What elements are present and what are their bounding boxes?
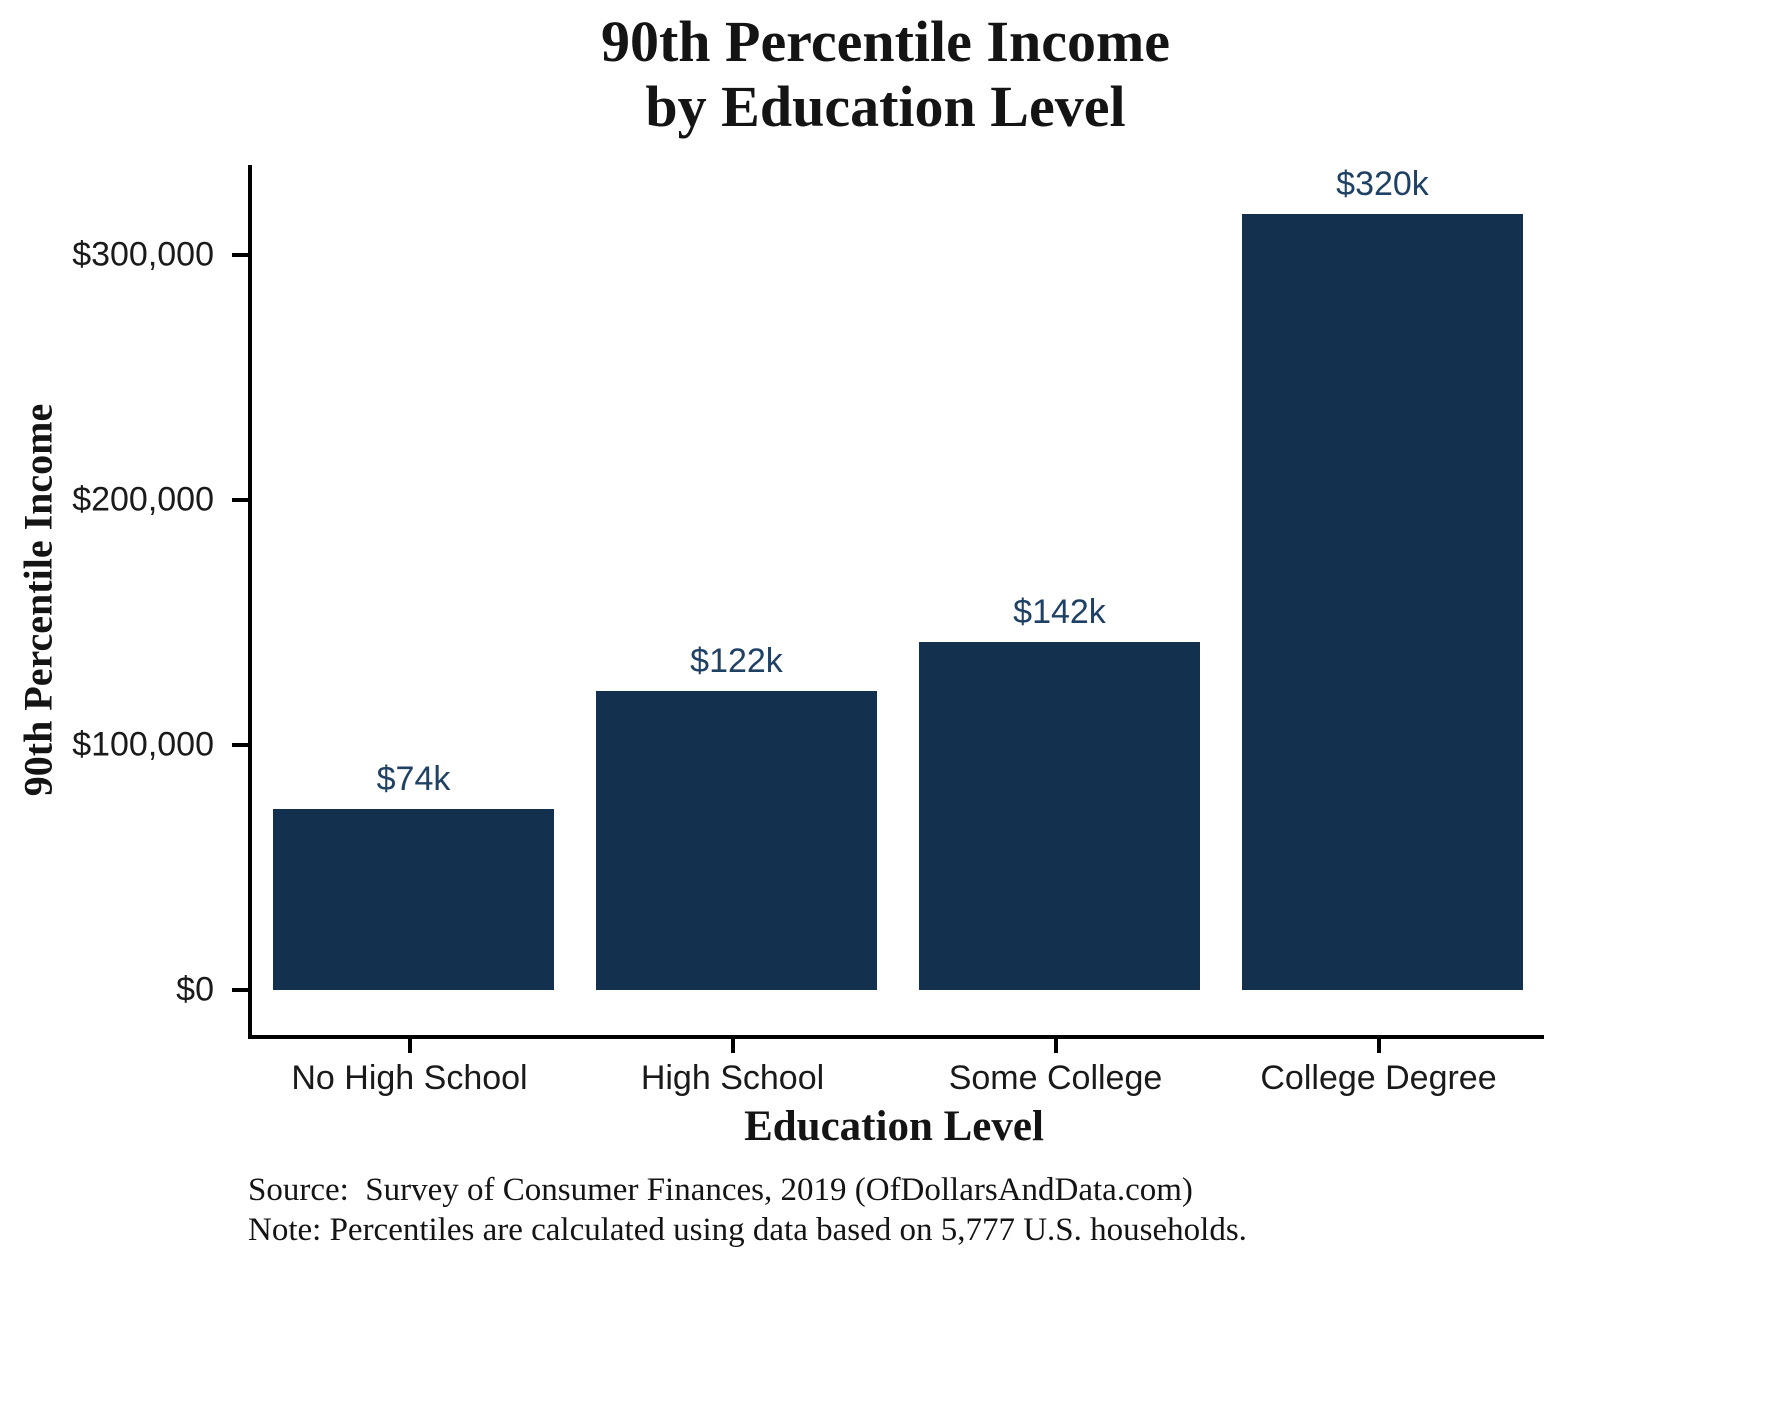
y-tick-mark — [232, 498, 248, 502]
chart-title: 90th Percentile Income by Education Leve… — [0, 9, 1771, 140]
bar — [1242, 214, 1523, 990]
y-tick-mark — [232, 253, 248, 257]
y-tick-mark — [232, 743, 248, 747]
bar-value-label: $74k — [376, 760, 451, 798]
y-tick-mark — [232, 988, 248, 992]
bar-slot: $122k — [575, 165, 898, 990]
x-tick-mark — [1376, 1039, 1381, 1053]
bar-value-label: $142k — [1013, 593, 1106, 631]
x-tick-label: Some College — [948, 1059, 1163, 1097]
y-axis-ticks: $0 $100,000 $200,000 $300,000 — [0, 165, 248, 1035]
x-tick-label: College Degree — [1260, 1059, 1497, 1097]
caption: Source: Survey of Consumer Finances, 201… — [248, 1170, 1247, 1251]
bar — [919, 642, 1200, 990]
x-tick-mark — [407, 1039, 412, 1053]
plot-panel: $74k $122k $142k $320k — [248, 165, 1544, 1039]
note-line: Note: Percentiles are calculated using d… — [248, 1212, 1247, 1249]
bar-slot: $142k — [898, 165, 1221, 990]
source-line: Source: Survey of Consumer Finances, 201… — [248, 1172, 1193, 1208]
x-tick-label: High School — [640, 1059, 825, 1097]
bar-slot: $320k — [1221, 165, 1544, 990]
y-tick-label: $200,000 — [72, 480, 214, 519]
bar — [596, 691, 877, 990]
x-tick-label: No High School — [291, 1059, 528, 1097]
bar-value-label: $320k — [1336, 165, 1429, 203]
bar — [273, 809, 554, 990]
x-tick-mark — [730, 1039, 735, 1053]
bar-value-label: $122k — [690, 642, 783, 680]
x-axis-title: Education Level — [744, 1103, 1044, 1150]
y-tick-label: $100,000 — [72, 725, 214, 764]
bar-slot: $74k — [252, 165, 575, 990]
y-tick-label: $300,000 — [72, 235, 214, 274]
x-tick-mark — [1053, 1039, 1058, 1053]
chart-title-line1: 90th Percentile Income — [600, 9, 1171, 74]
y-tick-label: $0 — [176, 970, 214, 1009]
chart-title-line2: by Education Level — [645, 73, 1126, 139]
x-axis-ticks: No High School High School Some College Col… — [248, 1039, 1540, 1139]
bars-group: $74k $122k $142k $320k — [252, 165, 1544, 990]
